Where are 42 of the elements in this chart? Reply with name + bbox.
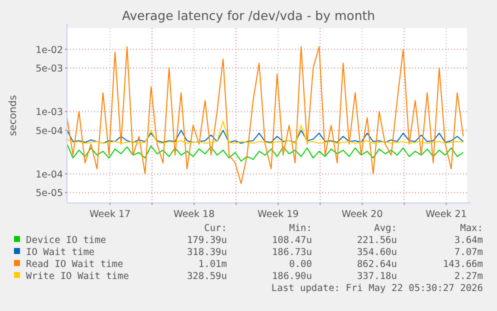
y-tick-label: 5e-03 <box>36 64 63 75</box>
x-tick-label: Week 20 <box>342 209 383 220</box>
text: 337.18u <box>356 271 397 282</box>
line-series <box>67 46 464 184</box>
y-tick-label: 5e-04 <box>36 126 63 137</box>
x-tick-label: Week 18 <box>174 209 215 220</box>
text: 3.64m <box>454 235 484 246</box>
line-series <box>67 130 464 144</box>
y-axis-title: seconds <box>8 95 19 136</box>
y-tick-label: 1e-02 <box>36 44 63 56</box>
text: 2.27m <box>454 271 484 282</box>
text: Cur: <box>204 223 227 234</box>
chart-title: Average latency for /dev/vda - by month <box>122 8 376 23</box>
legend-label: Device IO time <box>26 235 106 246</box>
x-tick-label: Week 19 <box>258 209 299 220</box>
text: 179.39u <box>186 235 227 246</box>
line-series <box>67 144 464 162</box>
text: 221.56u <box>356 235 397 246</box>
text: 328.59u <box>186 271 227 282</box>
text: 0.00 <box>289 259 312 270</box>
text: Min: <box>289 223 312 234</box>
legend-label: IO Wait time <box>26 247 95 258</box>
text: 186.90u <box>272 271 312 282</box>
text: 318.39u <box>186 247 227 258</box>
text: Avg: <box>374 223 397 234</box>
x-tick-label: Week 21 <box>426 209 467 220</box>
text: 7.07m <box>454 247 484 258</box>
legend-label: Read IO Wait time <box>26 259 124 270</box>
line-series <box>67 120 464 144</box>
legend-label: Write IO Wait time <box>26 271 130 282</box>
x-tick-label: Week 17 <box>89 209 131 220</box>
text: 186.73u <box>272 247 312 258</box>
text: 354.60u <box>356 247 397 258</box>
text: Last update: Fri May 22 05:30:27 2026 <box>271 283 484 294</box>
text: Max: <box>460 223 483 234</box>
text: 108.47u <box>272 235 312 246</box>
y-tick-label: 1e-03 <box>36 107 63 118</box>
y-tick-label: 1e-04 <box>36 169 63 180</box>
y-tick-label: 5e-05 <box>36 188 63 200</box>
text: 1.01m <box>198 259 228 270</box>
text: 143.66m <box>442 259 484 270</box>
text: 862.64u <box>356 259 397 270</box>
